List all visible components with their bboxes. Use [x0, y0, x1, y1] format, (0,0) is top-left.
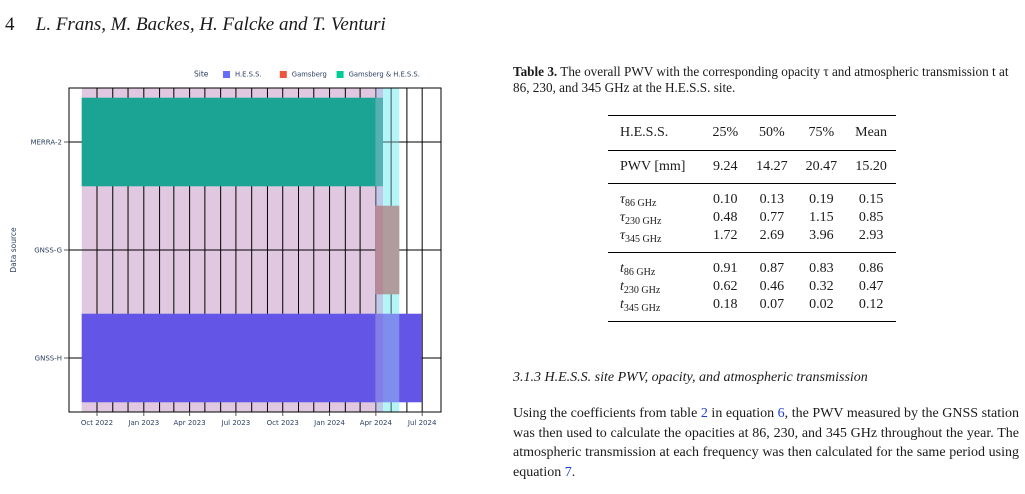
table-caption-label: Table 3.	[513, 64, 558, 79]
equation-reference-link[interactable]: 6	[777, 406, 785, 421]
x-tick-label: Jan 2023	[127, 419, 159, 427]
table-row-t-230: t230 GHz 0.62 0.46 0.32 0.47	[608, 278, 896, 296]
table-row-t-86: t86 GHz 0.91 0.87 0.83 0.86	[608, 253, 896, 279]
table-col-header: 25%	[703, 115, 748, 151]
y-tick-label: GNSS-H	[35, 355, 62, 363]
table-col-header: Mean	[846, 115, 897, 151]
table-cell: 0.62	[713, 279, 738, 294]
page-number: 4	[5, 14, 15, 35]
table-cell: 0.83	[809, 261, 834, 276]
table-cell: 0.46	[759, 279, 785, 294]
pwv-table: H.E.S.S. 25% 50% 75% Mean PWV [mm] 9.24 …	[608, 115, 897, 322]
author-list: L. Frans, M. Backes, H. Falcke and T. Ve…	[35, 14, 386, 35]
table-row-tau-230: τ230 GHz 0.48 0.77 1.15 0.85	[608, 209, 896, 227]
table-cell: 1.15	[809, 210, 834, 225]
table-cell: 0.19	[809, 192, 834, 207]
table-reference-link[interactable]: 2	[700, 406, 708, 421]
table-header-row: H.E.S.S. 25% 50% 75% Mean	[608, 115, 897, 151]
table-cell: 2.69	[747, 227, 797, 253]
legend-label: H.E.S.S.	[235, 71, 262, 79]
row-label: PWV [mm]	[608, 150, 704, 184]
x-tick-label: Oct 2023	[267, 419, 299, 427]
table-cell: 15.20	[846, 150, 897, 184]
table-row-tau-345: τ345 GHz 1.72 2.69 3.96 2.93	[608, 227, 897, 253]
table-col-header: H.E.S.S.	[608, 115, 704, 151]
legend-swatch	[223, 71, 230, 78]
table-cell: 0.85	[858, 210, 884, 225]
legend-label: Gamsberg	[292, 71, 327, 79]
table-row-pwv: PWV [mm] 9.24 14.27 20.47 15.20	[608, 150, 897, 184]
x-tick-label: Jul 2024	[407, 419, 437, 427]
bar-merra-2	[81, 97, 383, 187]
legend-title: Site	[194, 70, 209, 79]
shaded-overlay	[382, 88, 400, 412]
x-tick-label: Jan 2024	[313, 419, 345, 427]
table-cell: 0.48	[713, 210, 738, 225]
table-cell: 0.02	[796, 296, 847, 322]
y-tick-label: GNSS-G	[34, 247, 62, 255]
table-cell: 0.77	[759, 210, 785, 225]
table-cell: 2.93	[846, 227, 897, 253]
table-cell: 14.27	[747, 150, 797, 184]
table-row-tau-86: τ86 GHz 0.10 0.13 0.19 0.15	[608, 184, 896, 210]
bar-gnss-g	[375, 205, 400, 295]
timeline-figure: Site H.E.S.S. Gamsberg Gamsberg & H.E.S.S. …	[9, 70, 442, 428]
table-cell: 20.47	[796, 150, 847, 184]
table-cell: 0.12	[846, 296, 897, 322]
y-tick-label: MERRA-2	[30, 139, 62, 147]
y-axis-label: Data source	[9, 227, 18, 273]
x-tick-label: Jul 2023	[221, 419, 251, 427]
table-cell: 0.18	[703, 296, 748, 322]
table-cell: 1.72	[703, 227, 748, 253]
row-label: τ230 GHz	[620, 209, 662, 227]
legend-swatch	[336, 71, 344, 78]
legend-label: Gamsberg & H.E.S.S.	[349, 71, 420, 79]
row-label: t230 GHz	[620, 278, 661, 296]
x-tick-label: Apr 2024	[360, 419, 393, 427]
table-cell: 0.10	[713, 192, 738, 207]
body-paragraph: Using the coefficients from table 2 in e…	[513, 406, 1019, 480]
table-caption-text: The overall PWV with the corresponding o…	[513, 64, 1009, 95]
table-cell: 0.15	[858, 192, 884, 207]
table-cell: 0.47	[858, 279, 884, 294]
table-cell: 0.87	[759, 261, 785, 276]
equation-reference-link[interactable]: 7	[564, 464, 572, 480]
table-row-t-345: t345 GHz 0.18 0.07 0.02 0.12	[608, 296, 897, 322]
row-label: t86 GHz	[620, 260, 656, 278]
row-label: t345 GHz	[608, 296, 704, 322]
shaded-overlay	[375, 88, 383, 412]
table-cell: 0.07	[747, 296, 797, 322]
section-heading: 3.1.3 H.E.S.S. site PWV, opacity, and at…	[513, 370, 868, 385]
table-cell: 0.32	[809, 279, 834, 294]
row-label: τ345 GHz	[608, 227, 704, 253]
table-col-header: 75%	[796, 115, 847, 151]
table-col-header: 50%	[747, 115, 797, 151]
table-cell: 9.24	[703, 150, 748, 184]
table-cell: 0.91	[713, 261, 738, 276]
row-label: τ86 GHz	[620, 191, 657, 209]
table-cell: 0.13	[759, 192, 785, 207]
table-cell: 3.96	[796, 227, 847, 253]
x-tick-label: Apr 2023	[174, 419, 206, 427]
table-caption: Table 3. The overall PWV with the corres…	[513, 64, 1018, 96]
legend-swatch	[279, 71, 287, 78]
x-tick-label: Oct 2022	[81, 419, 113, 427]
table-cell: 0.86	[858, 261, 884, 276]
legend: Site H.E.S.S. Gamsberg Gamsberg & H.E.S.S.	[194, 70, 420, 79]
plot-area	[68, 87, 442, 413]
running-header: 4 L. Frans, M. Backes, H. Falcke and T. …	[5, 14, 386, 36]
bar-gnss-h	[81, 313, 422, 403]
axes: MERRA-2 GNSS-G GNSS-H Oct 2022 Jan 2023 Apr 2…	[9, 139, 437, 428]
